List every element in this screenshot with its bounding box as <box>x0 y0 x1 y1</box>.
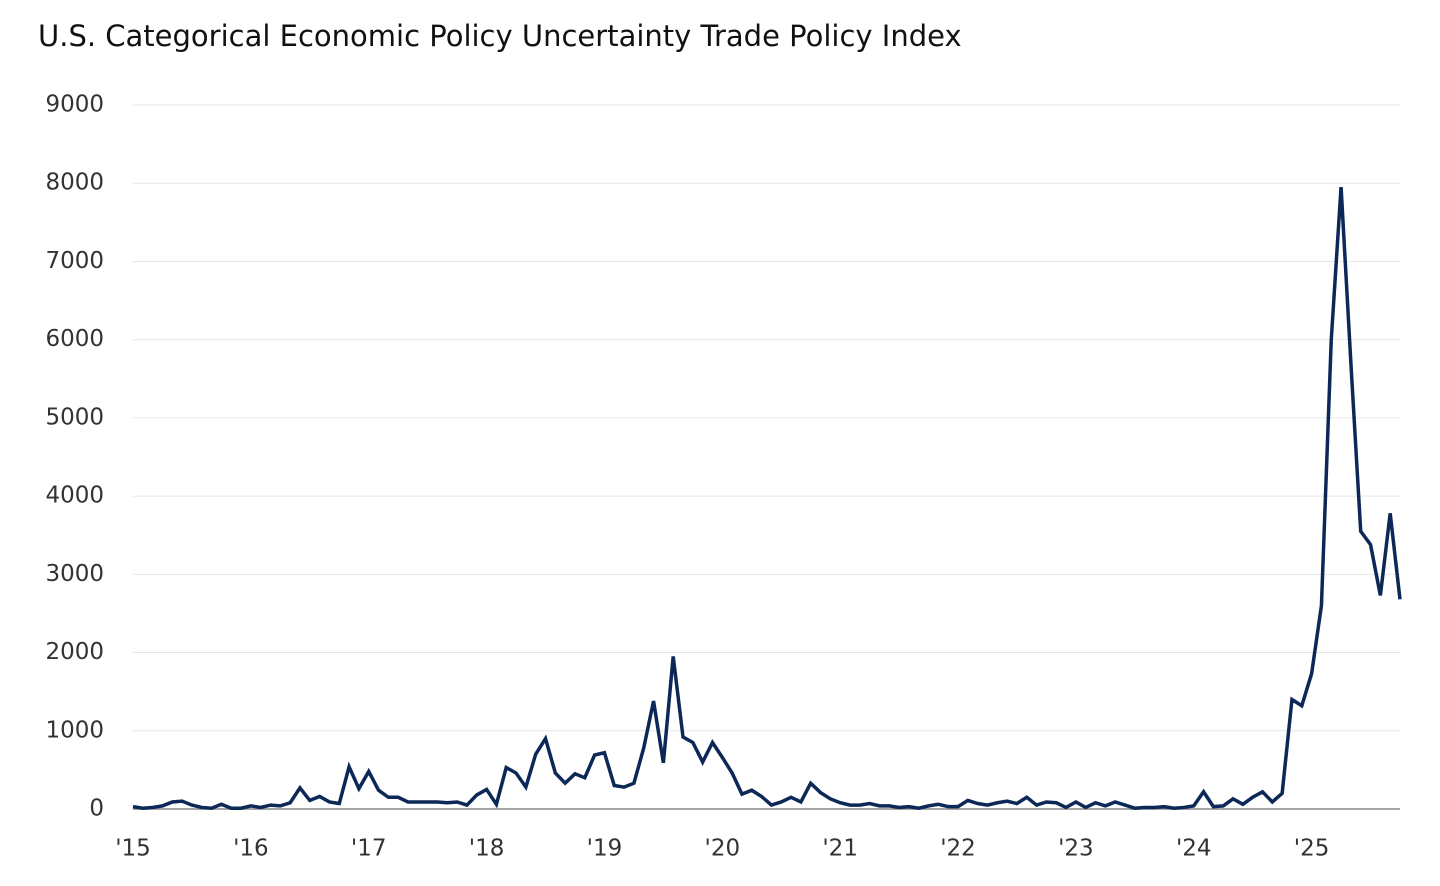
x-tick-label: '17 <box>351 836 387 862</box>
y-tick-label: 7000 <box>45 248 104 274</box>
x-tick-label: '15 <box>115 836 151 862</box>
x-tick-label: '18 <box>469 836 505 862</box>
data-line <box>132 187 1402 811</box>
x-tick-label: '19 <box>587 836 623 862</box>
x-tick-label: '23 <box>1058 836 1094 862</box>
chart-title: U.S. Categorical Economic Policy Uncerta… <box>38 19 962 53</box>
x-tick-label: '21 <box>822 836 858 862</box>
y-tick-label: 2000 <box>45 639 104 665</box>
y-tick-label: 5000 <box>45 404 104 430</box>
x-tick-label: '25 <box>1294 836 1330 862</box>
y-tick-label: 3000 <box>45 561 104 587</box>
x-tick-label: '16 <box>233 836 269 862</box>
y-tick-label: 9000 <box>45 92 104 118</box>
x-tick-label: '22 <box>940 836 976 862</box>
y-tick-label: 1000 <box>45 717 104 743</box>
x-tick-label: '24 <box>1176 836 1212 862</box>
y-tick-label: 6000 <box>45 326 104 352</box>
y-tick-label: 0 <box>89 796 104 822</box>
y-tick-label: 8000 <box>45 170 104 196</box>
x-tick-label: '20 <box>705 836 741 862</box>
y-tick-label: 4000 <box>45 483 104 509</box>
